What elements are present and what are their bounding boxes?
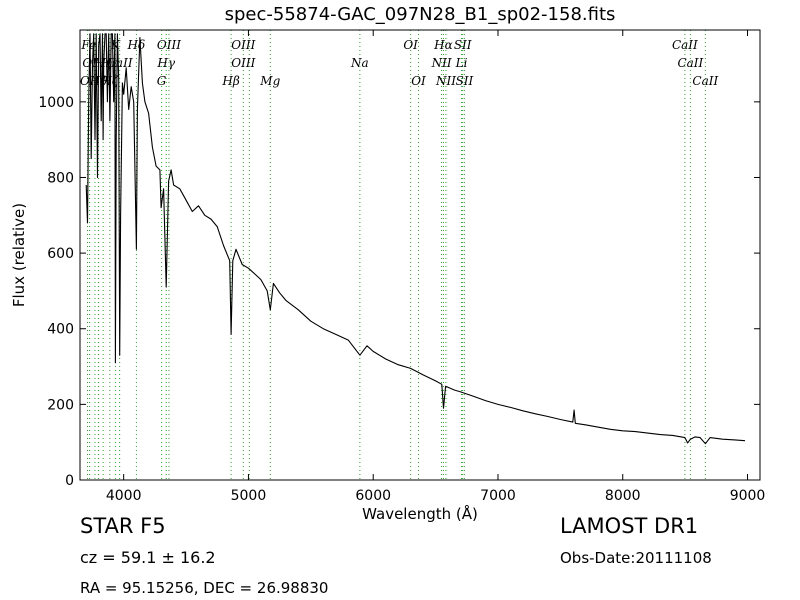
line-label-row2-5: OIII (231, 56, 255, 70)
line-label-row1-8: CaII (672, 38, 698, 52)
line-label-row2-7: NII (431, 56, 452, 70)
y-tick-label-200: 200 (47, 397, 74, 413)
line-label-row3-5: Mg (259, 74, 280, 88)
x-tick-label-6000: 6000 (355, 488, 391, 504)
x-tick-label-9000: 9000 (730, 488, 766, 504)
survey-name: LAMOST DR1 (560, 514, 699, 538)
line-label-row1-5: OI (403, 38, 418, 52)
x-tick-label-5000: 5000 (231, 488, 267, 504)
line-label-row1-3: OIII (157, 38, 181, 52)
line-label-row3-3: G (157, 74, 167, 88)
spectrum-line (85, 33, 746, 445)
y-tick-label-0: 0 (65, 473, 74, 489)
line-label-row1-0: Fe (80, 38, 96, 52)
line-label-row2-8: Li (455, 56, 468, 70)
x-tick-label-4000: 4000 (106, 488, 142, 504)
line-label-row2-4: Hγ (156, 56, 175, 70)
line-label-row3-8: SII (456, 74, 474, 88)
spectral-line-markers (86, 30, 706, 480)
line-label-row3-9: CaII (692, 74, 718, 88)
y-axis-label: Flux (relative) (10, 202, 28, 308)
object-class: STAR F5 (80, 514, 166, 538)
y-tick-label-400: 400 (47, 322, 74, 338)
observation-date: Obs-Date:20111108 (560, 549, 712, 567)
x-axis-label: Wavelength (Å) (362, 505, 478, 523)
y-tick-label-600: 600 (47, 246, 74, 262)
x-tick-label-7000: 7000 (480, 488, 516, 504)
x-tick-label-8000: 8000 (605, 488, 641, 504)
line-label-row1-7: SII (454, 38, 472, 52)
line-label-row1-4: OIII (231, 38, 255, 52)
line-label-row3-7: NII (435, 74, 456, 88)
chart-title: spec-55874-GAC_097N28_B1_sp02-158.fits (224, 4, 616, 25)
line-label-row1-2: Hδ (127, 38, 146, 52)
line-label-row3-6: OI (411, 74, 426, 88)
line-label-row3-4: Hβ (221, 74, 239, 88)
line-label-row2-6: Na (350, 56, 369, 70)
redshift-value: cz = 59.1 ± 16.2 (80, 548, 216, 567)
axis-ticks: 4000 5000 6000 7000 8000 9000 0 200 400 600 800 100… (38, 30, 765, 504)
line-label-row1-6: Hα (433, 38, 453, 52)
line-label-row2-9: CaII (677, 56, 703, 70)
coordinates: RA = 95.15256, DEC = 26.98830 (80, 579, 329, 597)
y-tick-label-1000: 1000 (38, 95, 74, 111)
y-tick-label-800: 800 (47, 170, 74, 186)
plot-frame (79, 29, 761, 481)
